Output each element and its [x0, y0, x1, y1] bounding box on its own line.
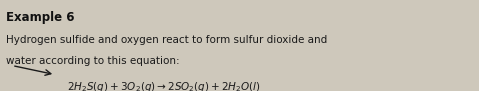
Text: Example 6: Example 6 — [6, 11, 74, 24]
Text: water according to this equation:: water according to this equation: — [6, 56, 179, 66]
Text: $2H_2S(g) + 3O_2(g) \rightarrow 2SO_2(g) + 2H_2O(l)$: $2H_2S(g) + 3O_2(g) \rightarrow 2SO_2(g)… — [67, 80, 261, 91]
Text: Hydrogen sulfide and oxygen react to form sulfur dioxide and: Hydrogen sulfide and oxygen react to for… — [6, 35, 327, 45]
